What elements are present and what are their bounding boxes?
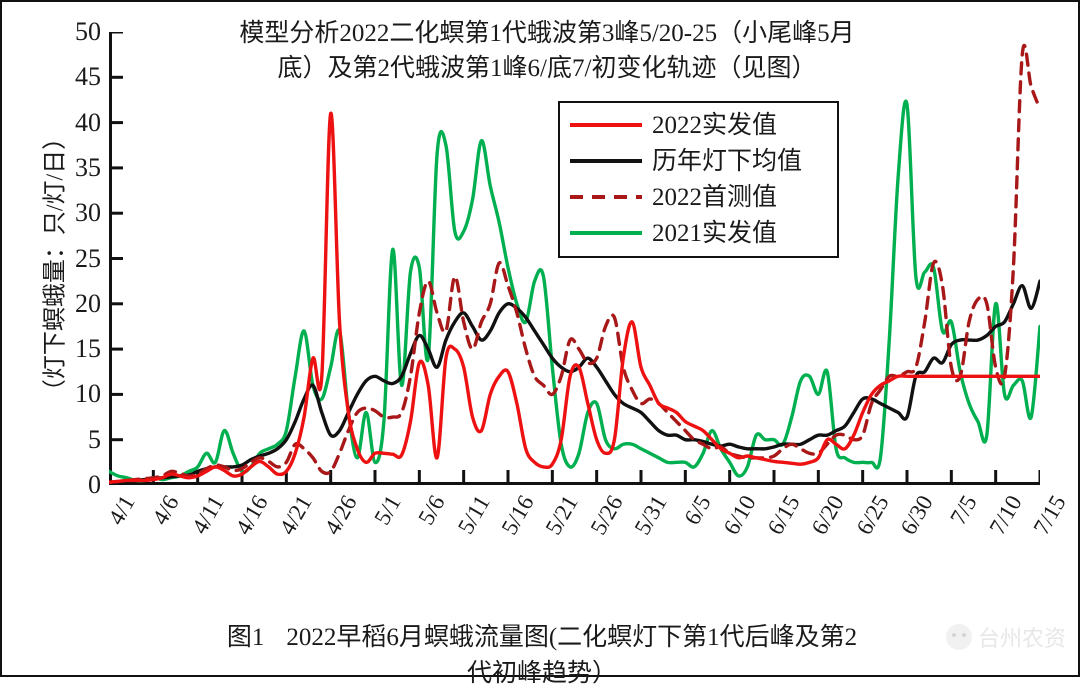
legend: 2022实发值 历年灯下均值 2022首测值 2021实发值 — [558, 101, 839, 258]
x-axis-tick-labels: 4/1 4/6 4/11 4/16 4/21 4/26 5/1 5/6 5/11 5/16 5/21… — [103, 485, 1070, 575]
x-axis-tick-label: 5/21 — [540, 491, 583, 539]
y-axis-tick-label: 40 — [75, 107, 101, 137]
legend-item[interactable]: 2022实发值 — [570, 107, 829, 143]
x-axis-tick-label: 4/26 — [319, 491, 362, 539]
watermark-text: 台州农资 — [977, 626, 1066, 651]
y-axis-tick-labels: 0 5 10 15 20 25 30 35 40 45 50 — [2, 2, 109, 679]
y-axis-tick-label: 50 — [75, 17, 101, 46]
x-axis-tick-label: 5/11 — [452, 491, 495, 539]
x-axis-tick-label: 4/11 — [186, 491, 229, 539]
page-title: 模型分析2022二化螟第1代蛾波第3峰5/20-25（小尾峰5月 底）及第2代蛾… — [239, 20, 855, 82]
legend-label: 历年灯下均值 — [652, 147, 803, 175]
y-axis-tick-label: 10 — [75, 379, 101, 409]
x-axis-tick-label: 5/31 — [629, 491, 672, 539]
x-axis-tick-label: 6/15 — [762, 491, 805, 539]
x-axis-tick-label: 5/26 — [585, 491, 628, 539]
figure-number: 图1 — [226, 624, 265, 651]
series-line — [109, 111, 1040, 484]
figure-caption: 图1 2022早稻6月螟蛾流量图(二化螟灯下第1代后峰及第2 代初峰趋势） — [102, 584, 982, 692]
x-axis-tick-label: 7/15 — [1028, 491, 1071, 539]
legend-label: 2022实发值 — [652, 111, 778, 139]
x-axis-tick-label: 6/25 — [851, 491, 894, 539]
x-axis-tick-label: 4/21 — [274, 491, 317, 539]
x-axis-tick-label: 4/16 — [230, 491, 273, 539]
y-axis-tick-label: 20 — [75, 288, 101, 318]
x-axis-tick-label: 4/6 — [147, 491, 184, 529]
x-axis-tick-label: 7/5 — [945, 491, 982, 529]
watermark: 台州农资 — [945, 621, 1066, 653]
smiley-icon — [945, 624, 972, 650]
y-axis-tick-label: 15 — [75, 334, 101, 364]
y-axis-tick-label: 5 — [88, 424, 101, 454]
y-axis-tick-label: 35 — [75, 152, 101, 182]
plot-svg — [109, 32, 1040, 485]
x-axis-tick-label: 6/20 — [806, 491, 849, 539]
x-axis-tick-label: 6/30 — [895, 491, 938, 539]
plot-area — [109, 32, 1040, 485]
x-axis-tick-label: 4/1 — [103, 491, 140, 529]
y-axis-tick-label: 25 — [75, 243, 101, 273]
legend-label: 2022首测值 — [652, 183, 778, 211]
series-line — [109, 279, 1040, 485]
figure-caption-text: 2022早稻6月螟蛾流量图(二化螟灯下第1代后峰及第2 代初峰趋势） — [286, 624, 858, 687]
x-axis-tick-label: 5/1 — [369, 491, 406, 529]
x-axis-tick-label: 6/5 — [679, 491, 716, 529]
legend-item[interactable]: 2021实发值 — [570, 215, 829, 251]
legend-item[interactable]: 2022首测值 — [570, 179, 829, 215]
legend-label: 2021实发值 — [652, 219, 778, 247]
x-axis-tick-label: 6/10 — [718, 491, 761, 539]
legend-item[interactable]: 历年灯下均值 — [570, 143, 829, 179]
x-axis-tick-label: 7/10 — [984, 491, 1027, 539]
x-axis-tick-label: 5/16 — [496, 491, 539, 539]
y-axis-tick-label: 45 — [75, 62, 101, 92]
y-axis-tick-label: 0 — [88, 470, 101, 499]
series-line — [109, 99, 1040, 483]
y-axis-tick-label: 30 — [75, 198, 101, 228]
x-axis-tick-label: 5/6 — [413, 491, 450, 529]
